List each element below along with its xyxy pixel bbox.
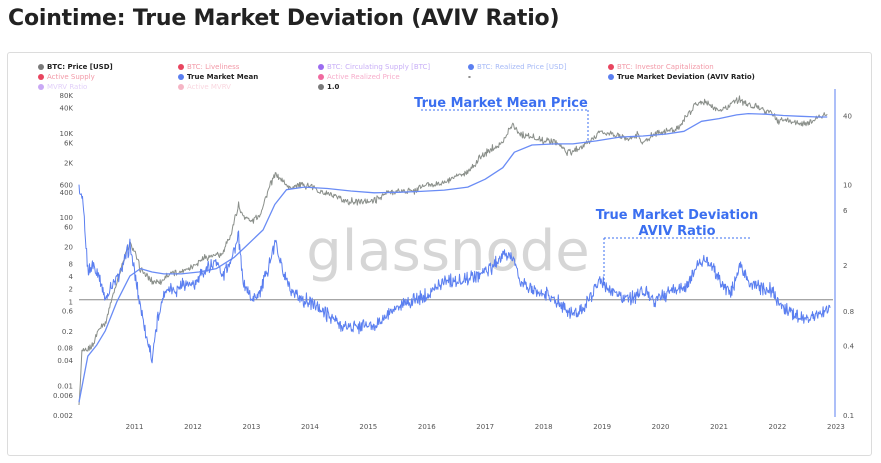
legend-label: MVRV Ratio [47, 83, 88, 91]
right-tick-label: 10 [843, 182, 852, 190]
legend-item[interactable]: True Market Deviation (AVIV Ratio) [608, 73, 755, 81]
right-axis: 40 10 6 2 0.8 0.4 0.1 [834, 89, 855, 420]
right-tick-label: 40 [843, 112, 852, 120]
right-tick-label: 6 [843, 207, 848, 215]
legend-label: BTC: Liveliness [187, 63, 240, 71]
chart-panel: BTC: Price [USD] BTC: Liveliness BTC: Circ… [7, 52, 872, 456]
legend-item[interactable]: Active MVRV [178, 83, 231, 91]
right-tick-label: 2 [843, 262, 847, 270]
legend-swatch-icon [38, 64, 44, 70]
left-tick-label: 0.01 [57, 383, 73, 391]
legend-item[interactable]: - [468, 73, 471, 81]
legend-item[interactable]: MVRV Ratio [38, 83, 87, 91]
legend-swatch-icon [318, 64, 324, 70]
true-market-mean-line [78, 112, 828, 403]
legend-item[interactable]: Active Realized Price [318, 73, 400, 81]
legend-item[interactable]: BTC: Liveliness [178, 63, 239, 71]
legend-label: True Market Deviation (AVIV Ratio) [617, 73, 755, 81]
legend-label: Active Supply [47, 73, 95, 81]
right-tick-label: 0.1 [843, 412, 854, 420]
legend-label: BTC: Price [USD] [47, 63, 113, 71]
price-series-line [78, 95, 828, 406]
legend-swatch-icon [178, 74, 184, 80]
left-tick-label: 0.08 [57, 345, 73, 353]
left-tick-label: 1 [69, 298, 73, 306]
x-tick-label: 2012 [184, 423, 202, 431]
left-tick-label: 0.2 [62, 328, 73, 336]
x-tick-label: 2023 [827, 423, 845, 431]
x-tick-label: 2015 [359, 423, 377, 431]
legend-swatch-icon [178, 64, 184, 70]
legend-item[interactable]: BTC: Realized Price [USD] [468, 63, 567, 71]
left-tick-label: 2 [69, 286, 73, 294]
legend-label: BTC: Investor Capitalization [617, 63, 714, 71]
left-tick-label: 0.002 [53, 412, 73, 420]
mean-price-annotation: True Market Mean Price [414, 96, 588, 111]
watermark: glassnode [306, 219, 590, 284]
x-tick-label: 2019 [593, 423, 611, 431]
aviv-ratio-line [78, 184, 831, 364]
x-tick-label: 2013 [243, 423, 261, 431]
left-tick-label: 40K [60, 105, 74, 113]
left-tick-label: 600 [60, 181, 73, 189]
legend-item[interactable]: BTC: Investor Capitalization [608, 63, 714, 71]
legend-swatch-icon [38, 84, 44, 90]
x-tick-label: 2021 [710, 423, 728, 431]
legend-label: 1.0 [327, 83, 340, 91]
x-tick-label: 2016 [418, 423, 436, 431]
legend-label: Active MVRV [187, 83, 231, 91]
x-tick-label: 2014 [301, 423, 319, 431]
legend-item[interactable]: True Market Mean [178, 73, 258, 81]
aviv-annotation-line2: AVIV Ratio [638, 224, 715, 239]
legend-item[interactable]: BTC: Circulating Supply [BTC] [318, 63, 430, 71]
x-tick-label: 2022 [769, 423, 787, 431]
x-tick-label: 2011 [126, 423, 144, 431]
legend-swatch-icon [318, 84, 324, 90]
left-tick-label: 0.006 [53, 392, 74, 400]
left-tick-label: 6K [64, 139, 73, 147]
left-tick-label: 60 [64, 224, 73, 232]
series-layer [78, 95, 833, 406]
right-tick-label: 0.4 [843, 343, 855, 351]
legend-item[interactable]: 1.0 [318, 83, 339, 91]
legend-item[interactable]: BTC: Price [USD] [38, 63, 113, 71]
legend-label: BTC: Realized Price [USD] [477, 63, 567, 71]
legend-swatch-icon [318, 74, 324, 80]
legend-label: - [468, 73, 471, 81]
x-tick-label: 2017 [476, 423, 494, 431]
legend-label: True Market Mean [187, 73, 259, 81]
left-tick-label: 2K [64, 159, 73, 167]
legend-label: BTC: Circulating Supply [BTC] [327, 63, 431, 71]
legend-swatch-icon [608, 64, 614, 70]
left-tick-label: 10K [60, 130, 74, 138]
x-tick-label: 2018 [535, 423, 553, 431]
x-axis: 2011 2012 2013 2014 2015 2016 2017 2018 2019 2020… [126, 423, 845, 431]
left-tick-label: 8 [69, 260, 73, 268]
left-tick-label: 100 [60, 214, 73, 222]
legend-swatch-icon [38, 74, 44, 80]
left-tick-label: 400 [60, 189, 73, 197]
legend-swatch-icon [468, 64, 474, 70]
right-tick-label: 0.8 [843, 308, 854, 316]
aviv-annotation-line1: True Market Deviation [596, 208, 759, 223]
left-tick-label: 20 [64, 244, 73, 252]
left-tick-label: 80K [60, 92, 74, 100]
legend-label: Active Realized Price [327, 73, 400, 81]
annotations: True Market Mean Price True Market Devia… [414, 96, 758, 283]
page-title: Cointime: True Market Deviation (AVIV Ra… [8, 6, 560, 31]
legend-item[interactable]: Active Supply [38, 73, 95, 81]
left-tick-label: 0.04 [57, 357, 73, 365]
legend-swatch-icon [608, 74, 614, 80]
x-tick-label: 2020 [652, 423, 670, 431]
left-tick-label: 0.6 [62, 308, 74, 316]
left-tick-label: 4 [69, 273, 74, 281]
legend-swatch-icon [178, 84, 184, 90]
